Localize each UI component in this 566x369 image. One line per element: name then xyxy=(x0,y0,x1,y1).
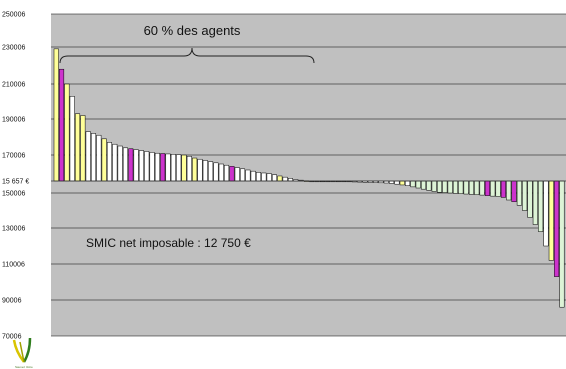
salary-bar xyxy=(256,172,262,182)
salary-bar xyxy=(490,180,496,197)
salary-bar xyxy=(495,180,501,197)
brace-60-percent xyxy=(59,47,315,64)
y-tick-label: 110006 xyxy=(2,262,25,269)
salary-bar xyxy=(266,173,272,182)
y-tick-label: 90006 xyxy=(2,298,22,305)
salary-bar xyxy=(186,155,192,182)
salary-bar xyxy=(437,180,443,193)
salary-bar xyxy=(69,96,75,182)
salary-bar xyxy=(176,154,182,182)
salary-bar xyxy=(447,180,453,194)
salary-bar xyxy=(112,143,118,182)
salary-bar xyxy=(277,175,283,182)
salary-bar xyxy=(543,180,549,247)
salary-bar xyxy=(240,168,246,182)
salary-bar xyxy=(64,83,70,182)
y-tick-label: 170006 xyxy=(2,153,25,160)
salary-bar xyxy=(59,68,65,182)
salary-bar xyxy=(91,133,97,182)
salary-bar xyxy=(208,161,214,182)
y-tick-label: 250006 xyxy=(2,12,25,19)
salary-bar xyxy=(250,170,256,182)
salary-bar xyxy=(554,180,560,277)
salary-bar xyxy=(532,180,538,225)
salary-bar xyxy=(463,180,469,195)
salary-bar xyxy=(479,180,485,196)
salary-bar xyxy=(410,180,416,188)
salary-bar xyxy=(442,180,448,193)
y-tick-label: 150006 xyxy=(2,191,25,198)
salary-bar xyxy=(394,180,400,185)
salary-bar xyxy=(224,164,230,182)
salary-bar xyxy=(426,180,432,191)
y-tick-label: 230006 xyxy=(2,45,25,52)
salary-bar xyxy=(399,180,405,186)
salary-bar xyxy=(282,176,288,182)
salary-bar xyxy=(516,180,522,206)
salary-bar xyxy=(165,153,171,182)
salary-bar xyxy=(431,180,437,192)
salary-bar xyxy=(213,162,219,182)
salary-bar xyxy=(527,180,533,218)
y-axis-tick-labels: 250006 230006 210006 190006 170006 15 657 € 15… xyxy=(2,12,29,341)
y-tick-label: 70006 xyxy=(2,334,22,341)
y-tick-label: 15 657 € xyxy=(2,179,29,186)
smic-label: SMIC net imposable : 12 750 € xyxy=(86,236,251,250)
salary-bar xyxy=(96,134,102,182)
y-tick-label: 210006 xyxy=(2,82,25,89)
salary-bar xyxy=(144,151,150,182)
salary-bar xyxy=(154,152,160,182)
salary-bar xyxy=(245,169,251,182)
salary-bar xyxy=(192,157,198,182)
salary-bar xyxy=(160,153,166,182)
brace-label: 60 % des agents xyxy=(144,23,241,38)
salary-bar xyxy=(234,167,240,182)
salary-bar xyxy=(421,180,427,190)
salary-bar xyxy=(468,180,474,195)
salary-bar xyxy=(452,180,458,194)
salary-bar xyxy=(181,154,187,182)
salary-bar xyxy=(559,180,565,308)
salary-bar xyxy=(218,163,224,182)
salary-bar xyxy=(548,180,554,261)
y-tick-label: 190006 xyxy=(2,117,25,124)
salary-bar xyxy=(149,152,155,182)
salary-bar xyxy=(415,180,421,189)
salary-bar xyxy=(106,142,113,182)
salary-bar xyxy=(197,158,203,182)
salary-bar xyxy=(122,147,128,182)
salary-bar xyxy=(229,166,235,182)
salary-bar xyxy=(53,48,59,182)
salary-bar xyxy=(506,180,512,201)
salary-bar xyxy=(133,149,139,182)
salary-bar xyxy=(117,145,123,182)
salary-bar xyxy=(261,172,267,182)
salary-bar xyxy=(75,113,81,182)
salary-bar xyxy=(85,131,91,182)
salary-bar xyxy=(405,180,411,186)
salary-bar xyxy=(474,180,480,196)
feather-logo-icon xyxy=(12,337,32,363)
salary-bar xyxy=(80,115,86,182)
plot-area-background xyxy=(51,14,566,336)
salary-bar xyxy=(101,138,107,182)
gridlines xyxy=(51,13,566,337)
salary-bar xyxy=(500,180,506,198)
y-tick-label: 130006 xyxy=(2,226,25,233)
salary-bar xyxy=(170,154,176,182)
salary-bar xyxy=(128,148,134,182)
salary-bar xyxy=(138,150,144,182)
salary-bar xyxy=(271,174,278,182)
logo-caption: Sauvez Votre xyxy=(15,365,33,369)
salary-bar xyxy=(522,180,528,211)
salary-bar xyxy=(511,180,517,203)
salary-bar xyxy=(484,180,490,196)
salary-bar xyxy=(538,180,544,232)
salary-bar xyxy=(458,180,464,194)
salary-bar xyxy=(202,160,208,182)
